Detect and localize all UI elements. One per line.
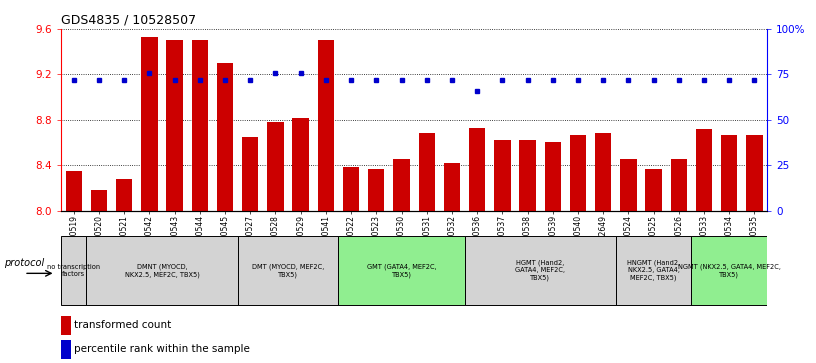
Bar	[620, 159, 636, 211]
Text: percentile rank within the sample: percentile rank within the sample	[74, 344, 251, 354]
Text: no transcription
factors: no transcription factors	[47, 264, 100, 277]
Bar	[393, 159, 410, 211]
Bar	[469, 128, 486, 211]
Bar	[86, 236, 237, 305]
Bar	[61, 316, 71, 335]
Bar	[494, 140, 511, 211]
Bar	[339, 236, 464, 305]
Bar	[61, 236, 86, 305]
Bar	[217, 63, 233, 211]
Bar	[242, 137, 259, 211]
Bar	[237, 236, 339, 305]
Bar	[691, 236, 767, 305]
Bar	[570, 135, 586, 211]
Text: DMNT (MYOCD,
NKX2.5, MEF2C, TBX5): DMNT (MYOCD, NKX2.5, MEF2C, TBX5)	[125, 263, 199, 278]
Bar	[419, 133, 435, 211]
Bar	[464, 236, 616, 305]
Bar	[444, 163, 460, 211]
Text: transformed count: transformed count	[74, 321, 171, 330]
Text: GMT (GATA4, MEF2C,
TBX5): GMT (GATA4, MEF2C, TBX5)	[366, 263, 437, 278]
Bar	[595, 133, 611, 211]
Text: DMT (MYOCD, MEF2C,
TBX5): DMT (MYOCD, MEF2C, TBX5)	[252, 263, 324, 278]
Bar	[292, 118, 309, 211]
Bar	[519, 140, 536, 211]
Bar	[91, 190, 107, 211]
Bar	[671, 159, 687, 211]
Text: GDS4835 / 10528507: GDS4835 / 10528507	[61, 13, 197, 26]
Text: HNGMT (Hand2,
NKX2.5, GATA4,
MEF2C, TBX5): HNGMT (Hand2, NKX2.5, GATA4, MEF2C, TBX5…	[627, 260, 681, 281]
Bar	[343, 167, 359, 211]
Text: HGMT (Hand2,
GATA4, MEF2C,
TBX5): HGMT (Hand2, GATA4, MEF2C, TBX5)	[515, 260, 565, 281]
Bar	[317, 40, 334, 211]
Bar	[268, 122, 284, 211]
Bar	[65, 171, 82, 211]
Bar	[192, 40, 208, 211]
Bar	[61, 340, 71, 359]
Bar	[721, 135, 738, 211]
Text: protocol: protocol	[4, 258, 44, 268]
Bar	[696, 129, 712, 211]
Bar	[544, 143, 561, 211]
Bar	[116, 179, 132, 211]
Bar	[645, 168, 662, 211]
Bar	[368, 168, 384, 211]
Bar	[166, 40, 183, 211]
Bar	[141, 37, 157, 211]
Bar	[616, 236, 691, 305]
Text: NGMT (NKX2.5, GATA4, MEF2C,
TBX5): NGMT (NKX2.5, GATA4, MEF2C, TBX5)	[678, 263, 781, 278]
Bar	[747, 135, 763, 211]
